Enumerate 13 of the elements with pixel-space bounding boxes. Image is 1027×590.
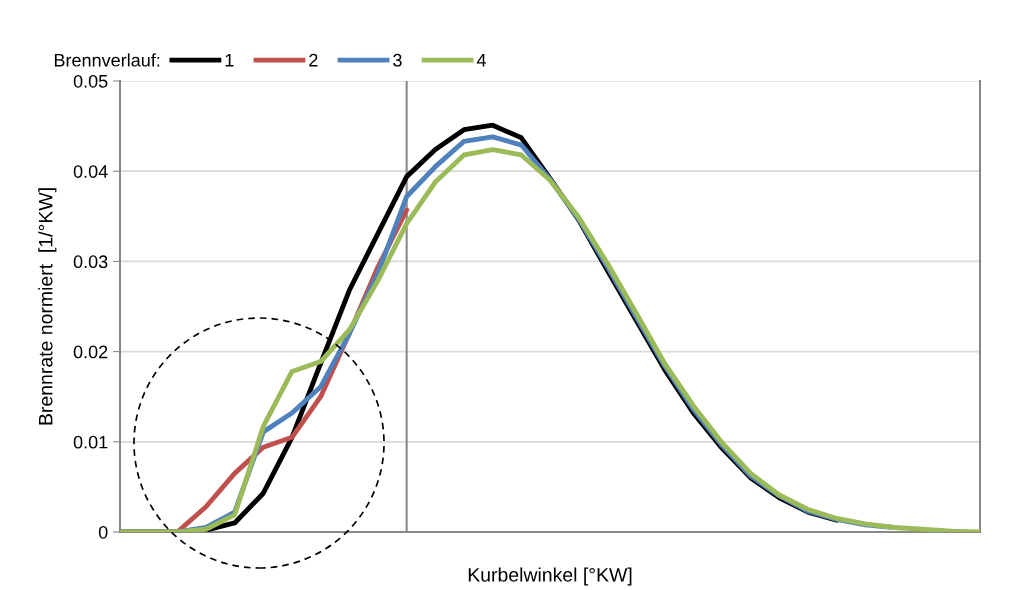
legend-title: Brennverlauf: [54, 53, 160, 67]
y-axis-title: Brennrate normiert [1/°KW] [38, 188, 57, 425]
legend-label: 1 [225, 54, 234, 67]
y-tick-label: 0.04 [73, 165, 108, 178]
legend-label: 3 [393, 53, 402, 67]
y-tick-label: 0.03 [73, 255, 108, 269]
y-tick-label: 0 [98, 525, 108, 539]
y-tick-label: 0.05 [73, 74, 108, 88]
legend-label: 4 [476, 54, 487, 67]
legend-label: 2 [309, 53, 318, 67]
x-axis-title: Kurbelwinkel [°KW] [468, 567, 632, 586]
y-tick-label: 0.02 [73, 345, 108, 359]
y-tick-label: 0.01 [73, 435, 108, 449]
